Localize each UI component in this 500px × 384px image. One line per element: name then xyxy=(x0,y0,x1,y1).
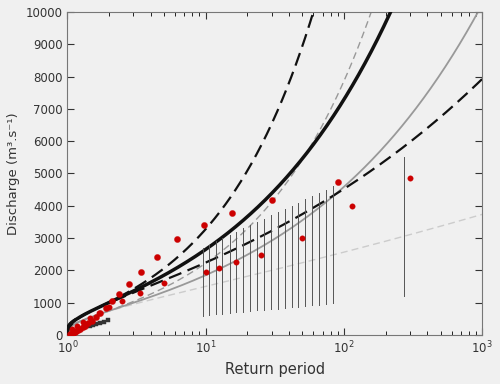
Y-axis label: Discharge (m³.s⁻¹): Discharge (m³.s⁻¹) xyxy=(7,112,20,235)
X-axis label: Return period: Return period xyxy=(224,362,325,377)
